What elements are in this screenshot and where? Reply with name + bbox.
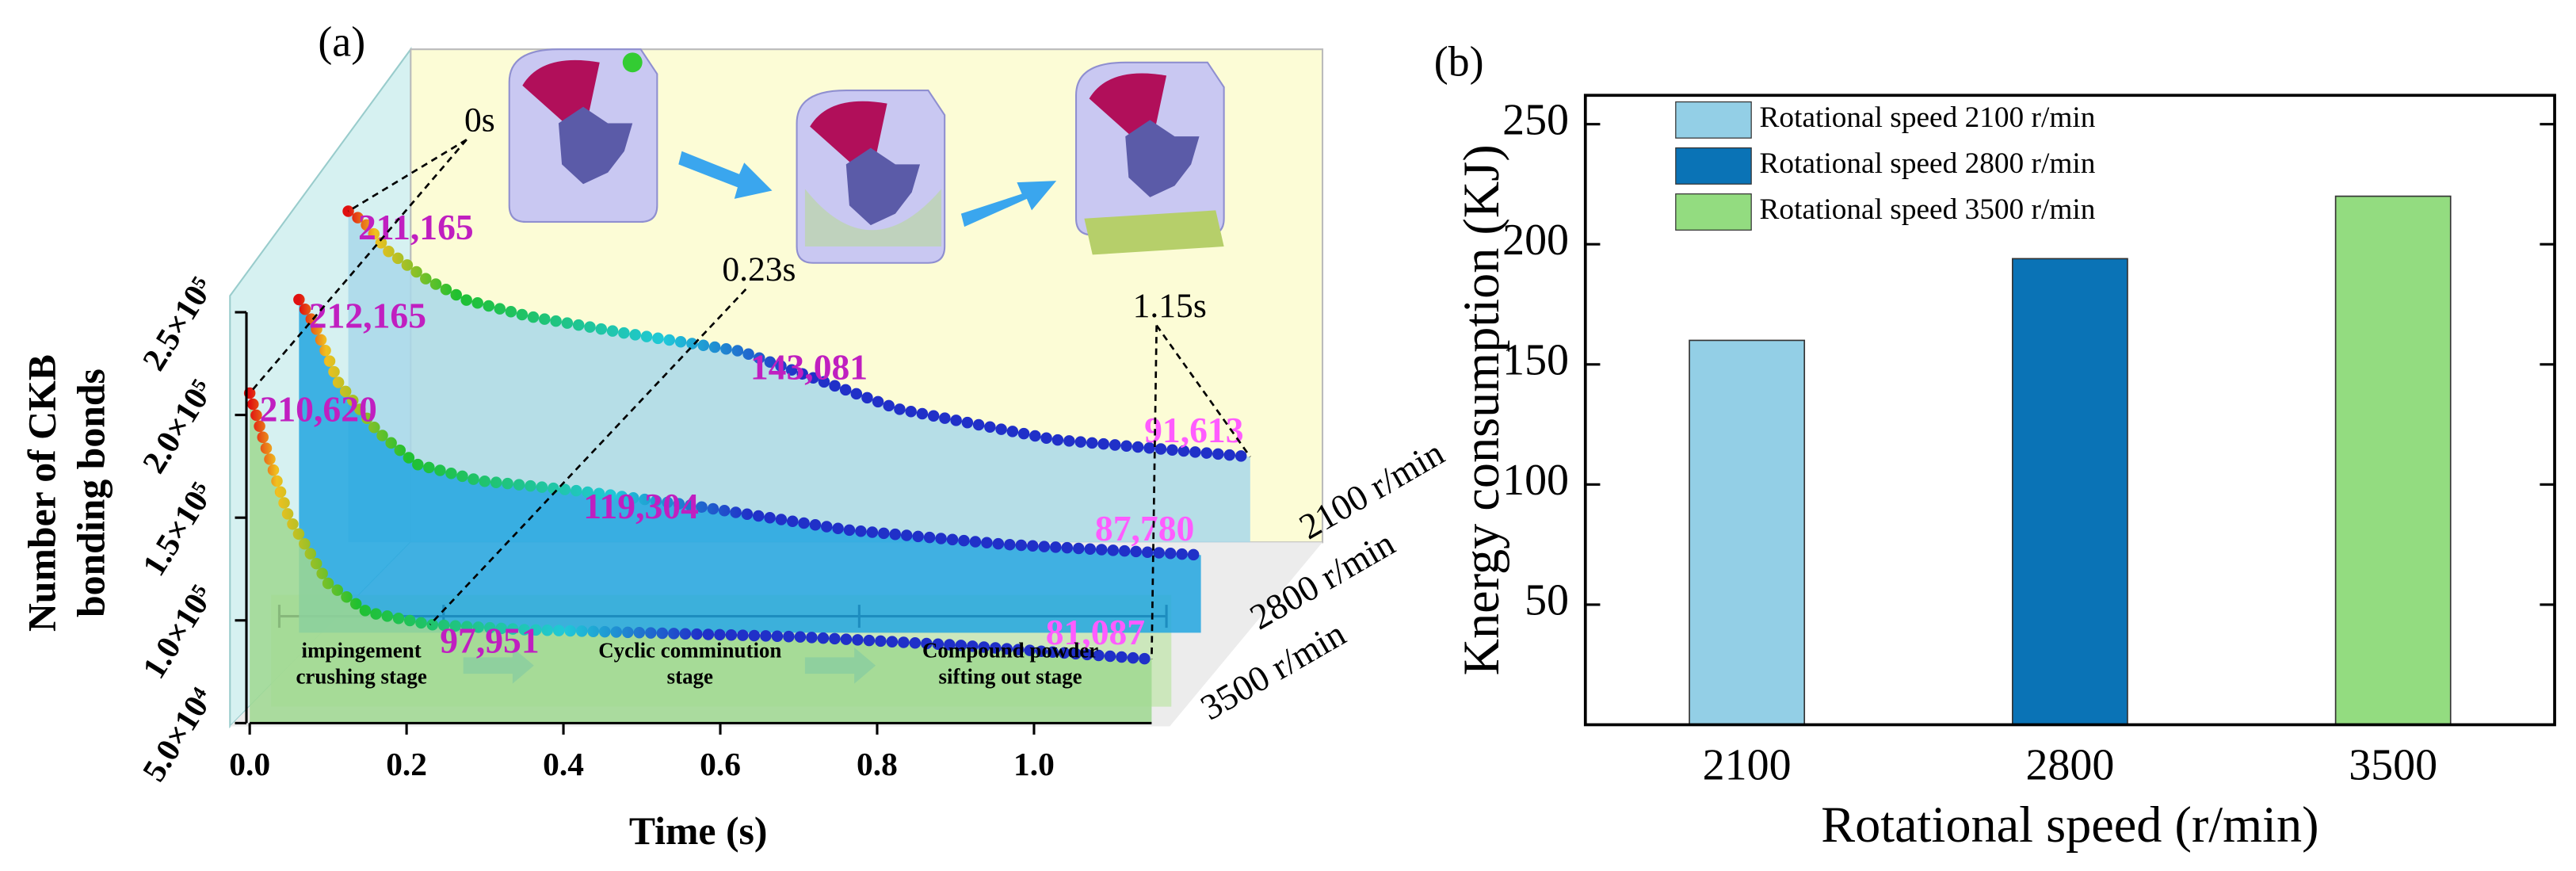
value-label: 97,951 <box>440 620 539 660</box>
stage-label: stage <box>667 665 713 689</box>
annotation: 1.15s <box>1133 287 1207 325</box>
arrow <box>678 151 773 199</box>
y-axis-label: Number of CKB <box>20 354 63 632</box>
y-tick-label: 200 <box>1502 216 1569 265</box>
value-label: 143,081 <box>750 346 868 387</box>
value-label: 210,620 <box>260 388 377 429</box>
leader-line <box>347 139 467 212</box>
rotor <box>845 147 921 226</box>
y-tick-label: 1.5×10⁵ <box>135 476 220 582</box>
value-label: 211,165 <box>358 207 474 247</box>
y-tick-label: 50 <box>1525 576 1569 625</box>
panel-label: (a) <box>318 17 365 65</box>
stage-label: impingement <box>302 638 422 662</box>
line <box>342 205 1257 463</box>
y-tick-label: 5.0×10⁴ <box>135 681 220 788</box>
image-arrows <box>678 151 1057 227</box>
leader-line <box>429 288 747 626</box>
annotation: 0s <box>464 101 495 139</box>
x-tick-label: 3500 <box>2349 740 2437 789</box>
x-tick-label: 0.8 <box>857 746 898 782</box>
stage-label: sifting out stage <box>939 665 1082 689</box>
annotation: 0.23s <box>722 250 796 288</box>
y-tick-label: 1.0×10⁵ <box>135 579 220 685</box>
y-axis-label: Knergy consumption (KJ) <box>1453 144 1509 675</box>
legend-swatch <box>1675 101 1752 139</box>
particles <box>804 189 942 247</box>
leader-line <box>249 139 467 394</box>
y-tick-label: 100 <box>1502 456 1569 505</box>
rotor <box>558 106 633 185</box>
leader-line <box>1151 325 1158 659</box>
x-tick-label: 2800 <box>2025 740 2114 789</box>
area <box>299 300 1201 633</box>
value-label: 119,304 <box>583 486 699 526</box>
value-label: 87,780 <box>1095 508 1194 548</box>
leader-line <box>1155 324 1251 458</box>
x-tick-label: 0.0 <box>229 746 270 782</box>
y-axis-label: bonding bonds <box>70 369 113 617</box>
legend-label: Rotational speed 2800 r/min <box>1760 147 2096 180</box>
legend-swatch <box>1675 193 1752 231</box>
simulation-image <box>1075 61 1225 255</box>
simulation-image <box>508 48 658 223</box>
legend-label: Rotational speed 2100 r/min <box>1760 101 2096 134</box>
bar <box>2012 258 2128 726</box>
bar <box>2334 195 2452 726</box>
panel-label: (b) <box>1434 37 1484 85</box>
x-tick-label: 0.2 <box>386 746 427 782</box>
legend-swatch <box>1675 147 1752 185</box>
value-label: 81,087 <box>1046 612 1145 652</box>
y-tick-label: 150 <box>1502 336 1569 385</box>
x-tick-label: 1.0 <box>1013 746 1055 782</box>
x-axis-label: Time (s) <box>629 809 768 853</box>
area <box>250 393 1152 724</box>
x-axis-label: Rotational speed (r/min) <box>1821 797 2318 853</box>
powder <box>1084 210 1224 255</box>
stage-label: Compound powder <box>922 638 1098 662</box>
particles <box>622 52 643 73</box>
stage-label: crushing stage <box>296 665 426 689</box>
y-tick-label: 250 <box>1502 95 1569 144</box>
legend-label: Rotational speed 3500 r/min <box>1760 193 2096 226</box>
value-label: 212,165 <box>309 295 426 335</box>
x-tick-label: 2100 <box>1703 740 1792 789</box>
simulation-image <box>796 90 946 264</box>
y-tick-label: 2.0×10⁵ <box>135 373 220 479</box>
plot-frame <box>1583 94 2556 727</box>
value-label: 91,613 <box>1144 410 1243 450</box>
y-tick-label: 2.5×10⁵ <box>135 270 220 376</box>
x-tick-label: 0.4 <box>543 746 584 782</box>
bar <box>1689 339 1806 726</box>
line <box>293 293 1207 561</box>
x-tick-label: 0.6 <box>700 746 741 782</box>
stage-label: Cyclic comminution <box>598 638 781 662</box>
arrow <box>960 181 1057 227</box>
rotor <box>1125 120 1200 197</box>
